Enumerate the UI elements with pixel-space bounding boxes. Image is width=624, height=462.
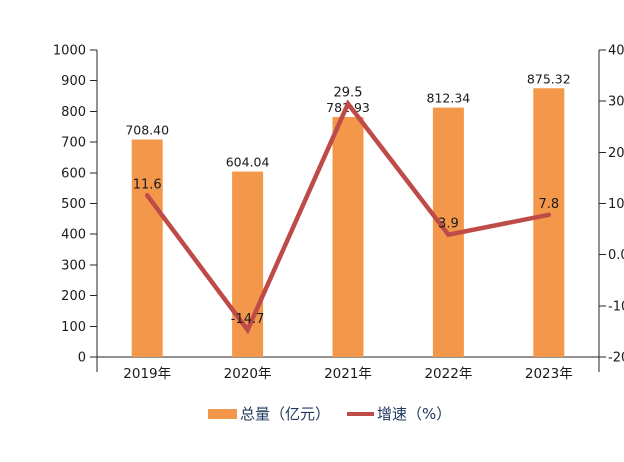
x-axis-category-label: 2021年 bbox=[324, 366, 372, 382]
left-axis-tick-label: 800 bbox=[61, 105, 86, 120]
legend-item-growth: 增速（%） bbox=[347, 404, 451, 424]
legend-line-swatch-icon bbox=[347, 412, 375, 416]
growth-line bbox=[144, 99, 552, 335]
right-axis-tick-label: 10. bbox=[608, 197, 624, 212]
line-value-label: 7.8 bbox=[538, 197, 559, 212]
left-axis-tick-label: 900 bbox=[61, 74, 86, 89]
bar-value-label: 708.40 bbox=[125, 123, 169, 138]
line-value-label: -14.7 bbox=[231, 312, 265, 327]
bar-value-label: 604.04 bbox=[226, 155, 270, 170]
bar bbox=[332, 116, 364, 358]
right-axis-tick-label: 0.0 bbox=[608, 248, 624, 263]
left-axis-tick-label: 100 bbox=[61, 320, 86, 335]
right-axis-tick-label: 20. bbox=[608, 146, 624, 161]
combo-chart-canvas: 1000900800700600500400300200100040.30.20… bbox=[53, 44, 624, 383]
left-axis-tick-label: 300 bbox=[61, 258, 86, 273]
right-axis-tick-label: 40. bbox=[608, 44, 624, 59]
x-axis-category-label: 2019年 bbox=[123, 366, 171, 382]
left-axis-tick-label: 0 bbox=[78, 351, 86, 366]
legend-line-label: 增速（%） bbox=[377, 405, 452, 423]
legend-item-total: 总量（亿元） bbox=[208, 404, 330, 424]
right-axis-tick-label: 30. bbox=[608, 95, 624, 110]
bar-value-label: 812.34 bbox=[427, 91, 471, 106]
line-value-label: 29.5 bbox=[334, 86, 363, 101]
bar bbox=[131, 139, 163, 357]
left-axis-tick-label: 500 bbox=[61, 197, 86, 212]
left-axis-tick-label: 600 bbox=[61, 166, 86, 181]
bar bbox=[533, 88, 565, 357]
line-value-label: 11.6 bbox=[133, 177, 162, 192]
x-axis-category-label: 2023年 bbox=[525, 366, 573, 382]
left-axis-tick-label: 400 bbox=[61, 228, 86, 243]
right-axis-tick-label: -20 bbox=[608, 351, 624, 366]
x-axis-category-label: 2020年 bbox=[224, 366, 272, 382]
legend: 总量（亿元） 增速（%） bbox=[208, 404, 451, 424]
line-value-label: 3.9 bbox=[438, 217, 459, 232]
legend-bar-label: 总量（亿元） bbox=[240, 405, 331, 423]
chart-figure: 1000900800700600500400300200100040.30.20… bbox=[40, 16, 624, 446]
left-axis-tick-label: 1000 bbox=[53, 44, 86, 59]
bar-value-label: 875.32 bbox=[527, 71, 571, 86]
right-axis-tick-label: -10 bbox=[608, 299, 624, 314]
legend-bar-swatch-icon bbox=[208, 409, 237, 419]
left-axis-tick-label: 700 bbox=[61, 136, 86, 151]
x-axis-category-label: 2022年 bbox=[424, 366, 472, 382]
left-axis-tick-label: 200 bbox=[61, 289, 86, 304]
